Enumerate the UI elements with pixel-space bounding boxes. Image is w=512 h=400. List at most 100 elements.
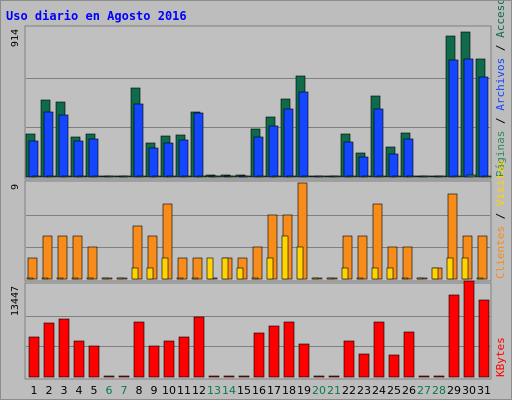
day-label: 13 [207,384,221,397]
bar-visits-visitas-day-16 [251,277,259,280]
legend-separator: / [494,206,507,226]
bar-hits-páginas-day-14 [226,175,237,178]
day-label: 22 [342,384,356,397]
bar-kbytes-kbytes-day-29 [448,294,460,378]
bar-hits-páginas-day-20 [316,175,327,178]
day-label: 14 [222,384,236,397]
bar-hits-páginas-day-24 [376,175,387,178]
day-label: 19 [297,384,311,397]
bar-hits-archivos-day-4 [73,140,84,178]
bar-kbytes-kbytes-day-10 [163,340,175,378]
bar-hits-archivos-day-16 [253,136,264,178]
bar-hits-archivos-day-19 [298,91,309,178]
bar-hits-archivos-day-1 [28,140,39,178]
bar-visits-clientes-day-4 [72,235,83,280]
bar-kbytes-kbytes-day-8 [133,321,145,378]
day-label: 23 [357,384,371,397]
bar-visits-visitas-day-24 [371,267,379,280]
bar-hits-páginas-day-10 [166,175,177,178]
bar-hits-páginas-day-25 [391,175,402,178]
bar-visits-visitas-day-7 [116,277,124,280]
panel-kbytes-max-label: 13447 [10,286,21,316]
bar-visits-visitas-day-6 [101,277,109,280]
day-label: 25 [387,384,401,397]
bar-hits-archivos-day-25 [388,153,399,178]
bar-kbytes-kbytes-day-3 [58,318,70,378]
day-label: 12 [192,384,206,397]
legend-item-visitas: Visitas [494,160,507,206]
bar-hits-páginas-day-29 [451,175,462,178]
bar-visits-clientes-day-16 [252,246,263,280]
legend-item-kbytes: KBytes [494,337,507,377]
bar-hits-archivos-day-9 [148,147,159,178]
bar-visits-visitas-day-10 [161,257,169,280]
bar-visits-visitas-day-8 [131,267,139,280]
bar-kbytes-kbytes-day-23 [358,353,370,378]
panel-hits-max-label: 914 [10,29,21,47]
bar-hits-archivos-day-26 [403,138,414,178]
bar-hits-páginas-day-7 [121,175,132,178]
panel-visits: 9 [10,180,492,282]
bar-visits-clientes-day-3 [57,235,68,280]
bar-visits-visitas-day-23 [356,277,364,280]
bar-visits-visitas-day-17 [266,257,274,280]
legend-hits: Páginas / Archivos / Accesos [494,1,507,177]
day-label: 7 [121,384,128,397]
day-label: 18 [282,384,296,397]
bar-hits-páginas-day-13 [211,175,222,178]
bar-hits-archivos-day-18 [283,108,294,178]
bar-visits-visitas-day-22 [341,267,349,280]
bar-hits-páginas-day-9 [151,175,162,178]
bar-hits-páginas-day-3 [61,175,72,178]
day-label: 11 [177,384,191,397]
bar-visits-clientes-day-26 [402,246,413,280]
bar-visits-visitas-day-13 [206,257,214,280]
bar-hits-archivos-day-22 [343,141,354,178]
legend-item-archivos: Archivos [494,58,507,111]
bar-hits-páginas-day-16 [256,175,267,178]
bar-kbytes-kbytes-day-14 [223,375,235,378]
day-label: 10 [162,384,176,397]
bar-kbytes-kbytes-day-4 [73,340,85,378]
bar-visits-visitas-day-31 [476,277,484,280]
bar-hits-páginas-day-6 [106,175,117,178]
bar-kbytes-kbytes-day-1 [28,336,40,378]
bar-hits-archivos-day-5 [88,138,99,178]
bar-visits-visitas-day-2 [41,277,49,280]
bar-hits-páginas-day-31 [481,175,492,178]
day-label: 9 [151,384,158,397]
bar-hits-páginas-day-4 [76,175,87,178]
bar-hits-páginas-day-28 [436,175,447,178]
bar-hits-archivos-day-31 [478,76,489,178]
panel-kbytes: 13447 [10,280,492,380]
bar-visits-visitas-day-28 [431,267,439,280]
bar-kbytes-kbytes-day-26 [403,331,415,378]
bar-visits-visitas-day-3 [56,277,64,280]
bar-kbytes-kbytes-day-22 [343,340,355,378]
bar-hits-páginas-day-30 [466,174,477,178]
bar-visits-visitas-day-20 [311,277,319,280]
bar-kbytes-kbytes-day-6 [103,375,115,378]
bar-kbytes-kbytes-day-24 [373,321,385,378]
panel-visits-max-label: 9 [10,184,21,190]
bar-hits-páginas-day-22 [346,175,357,178]
day-label: 28 [432,384,446,397]
day-label: 31 [477,384,491,397]
bar-visits-clientes-day-5 [87,246,98,280]
bar-visits-visitas-day-19 [296,246,304,280]
chart-title: Uso diario en Agosto 2016 [6,9,187,23]
day-label: 27 [417,384,431,397]
legend-visits: Clientes / Visitas [494,160,507,279]
bar-hits-páginas-day-15 [241,175,252,178]
legend-item-accesos: Accesos [494,1,507,38]
bar-visits-clientes-day-1 [27,257,38,280]
bar-hits-páginas-day-5 [91,175,102,178]
bar-hits-páginas-day-11 [181,175,192,178]
bar-hits-páginas-day-1 [31,175,42,178]
bar-hits-archivos-day-2 [43,111,54,178]
bar-visits-visitas-day-26 [401,277,409,280]
panel-hits: 914 [10,25,492,180]
bar-hits-archivos-day-10 [163,142,174,178]
bar-kbytes-kbytes-day-19 [298,343,310,378]
